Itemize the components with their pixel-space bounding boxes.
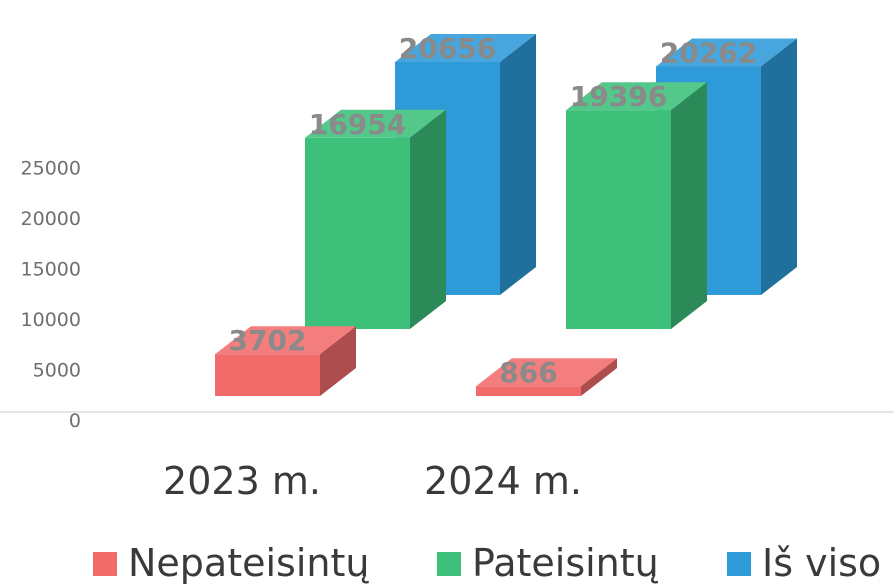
- bar: [215, 326, 356, 396]
- bar-top: [215, 326, 356, 355]
- y-tick-label: 25000: [21, 158, 81, 180]
- x-axis-categories: 2023 m. 2024 m.: [163, 459, 582, 503]
- y-tick-label: 20000: [21, 208, 81, 230]
- bar-top: [656, 38, 797, 67]
- y-axis: 0 5000 10000 15000 20000 25000: [21, 158, 81, 433]
- legend-label: Iš viso: [762, 541, 881, 585]
- data-label: 866: [499, 356, 557, 389]
- legend-item: Pateisintų: [437, 541, 659, 585]
- bar-side: [320, 326, 356, 396]
- data-label: 16954: [309, 108, 406, 141]
- legend-item: Iš viso: [727, 541, 881, 585]
- bar-side: [500, 34, 536, 295]
- bar-front: [476, 386, 581, 396]
- y-tick-label: 0: [69, 410, 81, 432]
- bar-side: [410, 109, 446, 330]
- legend-swatch: [727, 552, 751, 576]
- bar-top: [305, 109, 446, 138]
- bar: [305, 109, 446, 330]
- bar-front: [566, 110, 671, 329]
- bar: [566, 82, 707, 329]
- legend-swatch: [93, 552, 117, 576]
- category-label: 2024 m.: [424, 459, 582, 503]
- legend-item: Nepateisintų: [93, 541, 369, 585]
- bar-top: [566, 82, 707, 111]
- y-tick-label: 5000: [33, 360, 81, 382]
- bar-front: [215, 354, 320, 396]
- data-label: 20656: [399, 32, 496, 65]
- data-label: 3702: [229, 324, 307, 357]
- bar: [476, 358, 617, 396]
- bar-top: [395, 34, 536, 62]
- bar-side: [761, 38, 797, 295]
- bar-top: [476, 358, 617, 387]
- legend: Nepateisintų Pateisintų Iš viso: [93, 541, 881, 585]
- legend-swatch: [437, 552, 461, 576]
- bars: [215, 34, 797, 396]
- data-labels: 20656 16954 3702 20262 19396 866: [229, 32, 758, 389]
- legend-label: Nepateisintų: [128, 541, 369, 585]
- bar-side: [581, 358, 617, 396]
- data-label: 20262: [660, 36, 757, 69]
- category-label: 2023 m.: [163, 459, 321, 503]
- legend-label: Pateisintų: [472, 541, 659, 585]
- bar-side: [671, 82, 707, 329]
- y-tick-label: 10000: [21, 309, 81, 331]
- data-label: 19396: [570, 80, 667, 113]
- bar: [395, 34, 536, 295]
- bar-front: [305, 137, 410, 329]
- y-tick-label: 15000: [21, 259, 81, 281]
